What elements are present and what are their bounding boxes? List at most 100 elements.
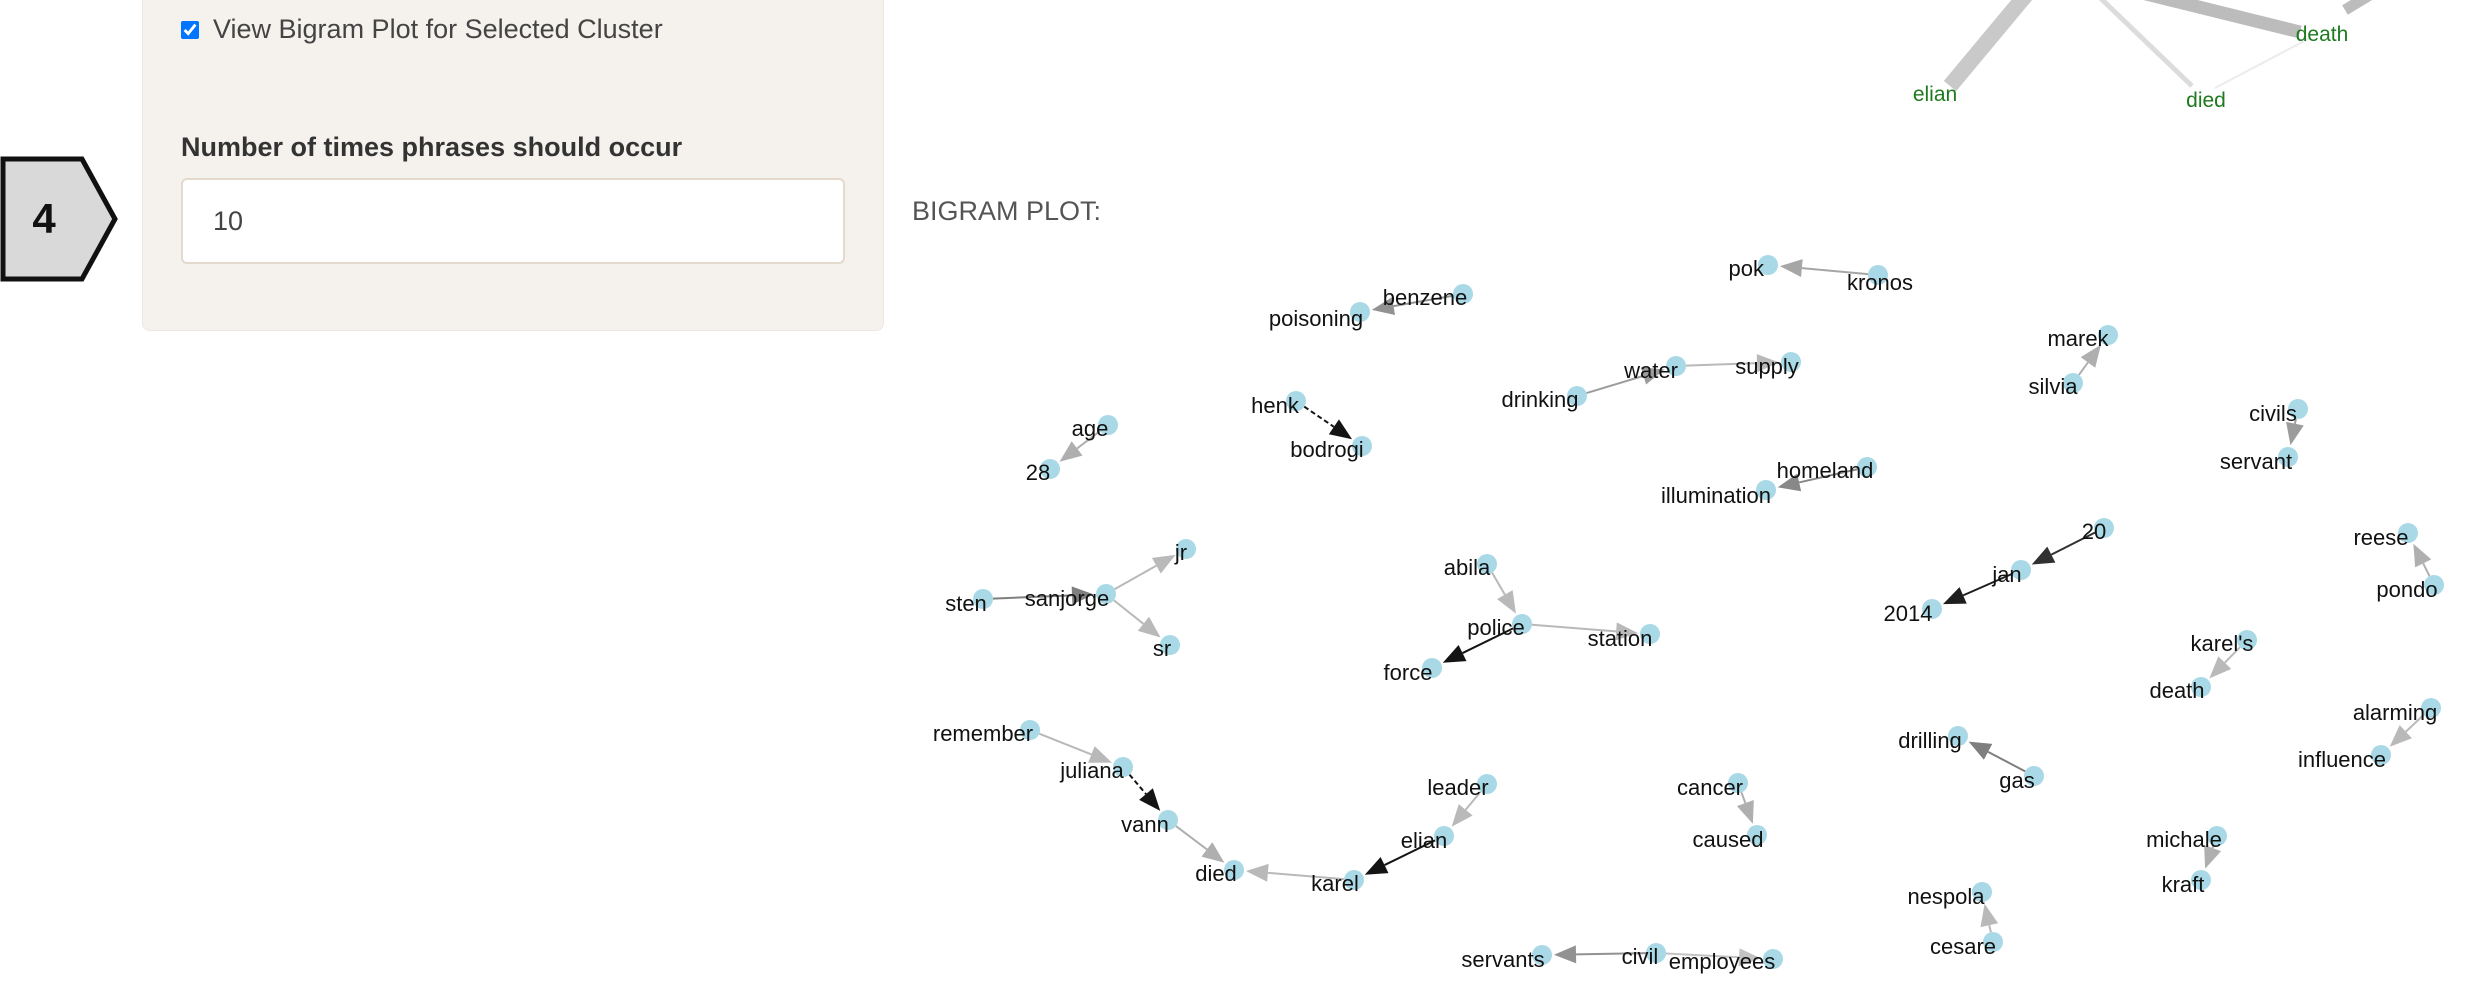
bigram-node-label: benzene — [1383, 285, 1467, 310]
bigram-node-marek[interactable]: marek — [2047, 325, 2118, 351]
bigram-node-pondo[interactable]: pondo — [2376, 575, 2444, 602]
bigram-node-label: homeland — [1777, 458, 1874, 483]
bigram-node-jan[interactable]: jan — [1991, 560, 2031, 587]
bigram-node-nespola[interactable]: nespola — [1907, 882, 1992, 909]
bigram-node-alarming[interactable]: alarming — [2353, 698, 2441, 725]
bigram-node-cancer[interactable]: cancer — [1677, 773, 1748, 800]
bigram-edge-arrowhead — [1088, 746, 1112, 763]
bigram-node-reese[interactable]: reese — [2353, 523, 2418, 550]
bigram-node-vann[interactable]: vann — [1121, 810, 1178, 837]
bigram-node-dot — [1983, 932, 2003, 952]
bigram-edge-civil-servants — [1553, 945, 1647, 964]
bigram-toggle-label[interactable]: View Bigram Plot for Selected Cluster — [213, 14, 663, 44]
bigram-node-n2014[interactable]: 2014 — [1884, 599, 1942, 626]
bigram-node-dot — [2278, 447, 2298, 467]
bigram-node-n20[interactable]: 20 — [2082, 518, 2114, 544]
bigram-node-leader[interactable]: leader — [1427, 774, 1497, 800]
bigram-node-dot — [1781, 352, 1801, 372]
bigram-edge-line — [1665, 952, 1740, 959]
bigram-node-police[interactable]: police — [1467, 614, 1532, 640]
bigram-node-sr[interactable]: sr — [1153, 635, 1180, 661]
bigram-node-karel[interactable]: karel — [1311, 870, 1364, 896]
bigram-node-dot — [1857, 457, 1877, 477]
top-graph-label-elian: elian — [1913, 83, 1957, 106]
bigram-node-died2[interactable]: died — [1195, 860, 1244, 886]
bigram-node-gas[interactable]: gas — [1999, 766, 2044, 793]
bigram-node-silvia[interactable]: silvia — [2029, 373, 2083, 399]
bigram-edge-abila-police — [1491, 572, 1516, 614]
bigram-node-jr[interactable]: jr — [1174, 539, 1196, 565]
bigram-node-employees[interactable]: employees — [1669, 949, 1783, 974]
bigram-toggle-checkbox[interactable] — [181, 20, 199, 39]
bigram-node-dot — [1158, 810, 1178, 830]
bigram-edge-silvia-marek — [2078, 344, 2101, 376]
bigram-node-dot — [2191, 870, 2211, 890]
bigram-node-kraft[interactable]: kraft — [2162, 870, 2211, 897]
bigram-node-michale[interactable]: michale — [2146, 826, 2227, 852]
bigram-node-karels[interactable]: karel's — [2191, 630, 2257, 656]
bigram-edge-arrowhead — [1615, 622, 1639, 641]
bigram-node-label: silvia — [2029, 374, 2079, 399]
bigram-node-pok[interactable]: pok — [1729, 255, 1778, 281]
bigram-node-benzene[interactable]: benzene — [1383, 284, 1473, 310]
bigram-node-dot — [1286, 391, 1306, 411]
bigram-node-servants[interactable]: servants — [1461, 945, 1552, 972]
bigram-node-poisoning[interactable]: poisoning — [1269, 302, 1370, 331]
step-marker-number: 4 — [32, 195, 56, 242]
bigram-node-death2[interactable]: death — [2149, 677, 2211, 703]
top-edge-died-death — [2214, 37, 2311, 89]
bigram-edge-leader-elian2 — [1451, 791, 1482, 827]
bigram-edge-line — [1685, 362, 1758, 367]
bigram-node-n28[interactable]: 28 — [1026, 459, 1060, 485]
bigram-node-caused[interactable]: caused — [1693, 825, 1767, 852]
bigram-node-sanjorge[interactable]: sanjorge — [1025, 584, 1116, 611]
bigram-node-abila[interactable]: abila — [1444, 554, 1497, 580]
bigram-node-label: elian — [1401, 828, 1447, 853]
bigram-node-sten[interactable]: sten — [945, 589, 993, 616]
bigram-node-remember[interactable]: remember — [933, 720, 1040, 746]
bigram-node-civils[interactable]: civils — [2249, 399, 2308, 426]
top-graph-label-died: died — [2186, 89, 2226, 112]
bigram-edge-line — [1740, 792, 1747, 804]
bigram-edge-line — [992, 594, 1073, 600]
bigram-node-station[interactable]: station — [1588, 624, 1660, 651]
bigram-edge-age-n28 — [1059, 430, 1101, 462]
bigram-node-juliana[interactable]: juliana — [1059, 757, 1133, 783]
bigram-node-force[interactable]: force — [1384, 658, 1442, 685]
bigram-node-label: marek — [2047, 326, 2109, 351]
bigram-node-label: died — [1195, 861, 1237, 886]
bigram-node-henk[interactable]: henk — [1251, 391, 1306, 418]
bigram-node-servant[interactable]: servant — [2220, 447, 2298, 474]
bigram-node-drinking[interactable]: drinking — [1501, 386, 1587, 412]
bigram-edge-henk-bodrogi — [1303, 405, 1353, 440]
bigram-edge-arrowhead — [1968, 741, 1993, 760]
bigram-node-dot — [1763, 949, 1783, 969]
bigram-edge-line — [1531, 623, 1617, 633]
bigram-node-label: sanjorge — [1025, 586, 1109, 611]
occurrence-input[interactable] — [181, 178, 845, 264]
bigram-node-water[interactable]: water — [1623, 356, 1686, 383]
bigram-node-influence[interactable]: influence — [2298, 745, 2391, 772]
bigram-node-elian2[interactable]: elian — [1401, 826, 1454, 853]
bigram-edge-arrowhead — [1779, 259, 1803, 278]
bigram-edge-arrowhead — [2209, 656, 2232, 679]
bigram-node-homeland[interactable]: homeland — [1777, 457, 1877, 483]
bigram-node-label: force — [1384, 660, 1433, 685]
bigram-node-illumination[interactable]: illumination — [1661, 480, 1776, 508]
top-edge-elian — [1943, 0, 2033, 92]
bigram-edge-sanjorge-jr — [1114, 554, 1176, 590]
top-edge-death — [2143, 0, 2302, 39]
bigram-node-label: nespola — [1907, 884, 1985, 909]
bigram-node-age[interactable]: age — [1072, 415, 1118, 441]
bigram-node-cesare[interactable]: cesare — [1930, 932, 2003, 959]
bigram-node-dot — [1646, 943, 1666, 963]
bigram-node-kronos[interactable]: kronos — [1847, 265, 1913, 295]
bigram-node-drilling[interactable]: drilling — [1898, 726, 1968, 753]
bigram-node-bodrogi[interactable]: bodrogi — [1290, 436, 1372, 462]
bigram-edge-line — [1038, 732, 1092, 756]
bigram-edge-police-force — [1442, 627, 1514, 663]
bigram-node-supply[interactable]: supply — [1735, 352, 1801, 379]
bigram-edge-line — [1175, 825, 1208, 851]
bigram-node-civil[interactable]: civil — [1622, 943, 1666, 969]
bigram-node-dot — [1422, 658, 1442, 678]
